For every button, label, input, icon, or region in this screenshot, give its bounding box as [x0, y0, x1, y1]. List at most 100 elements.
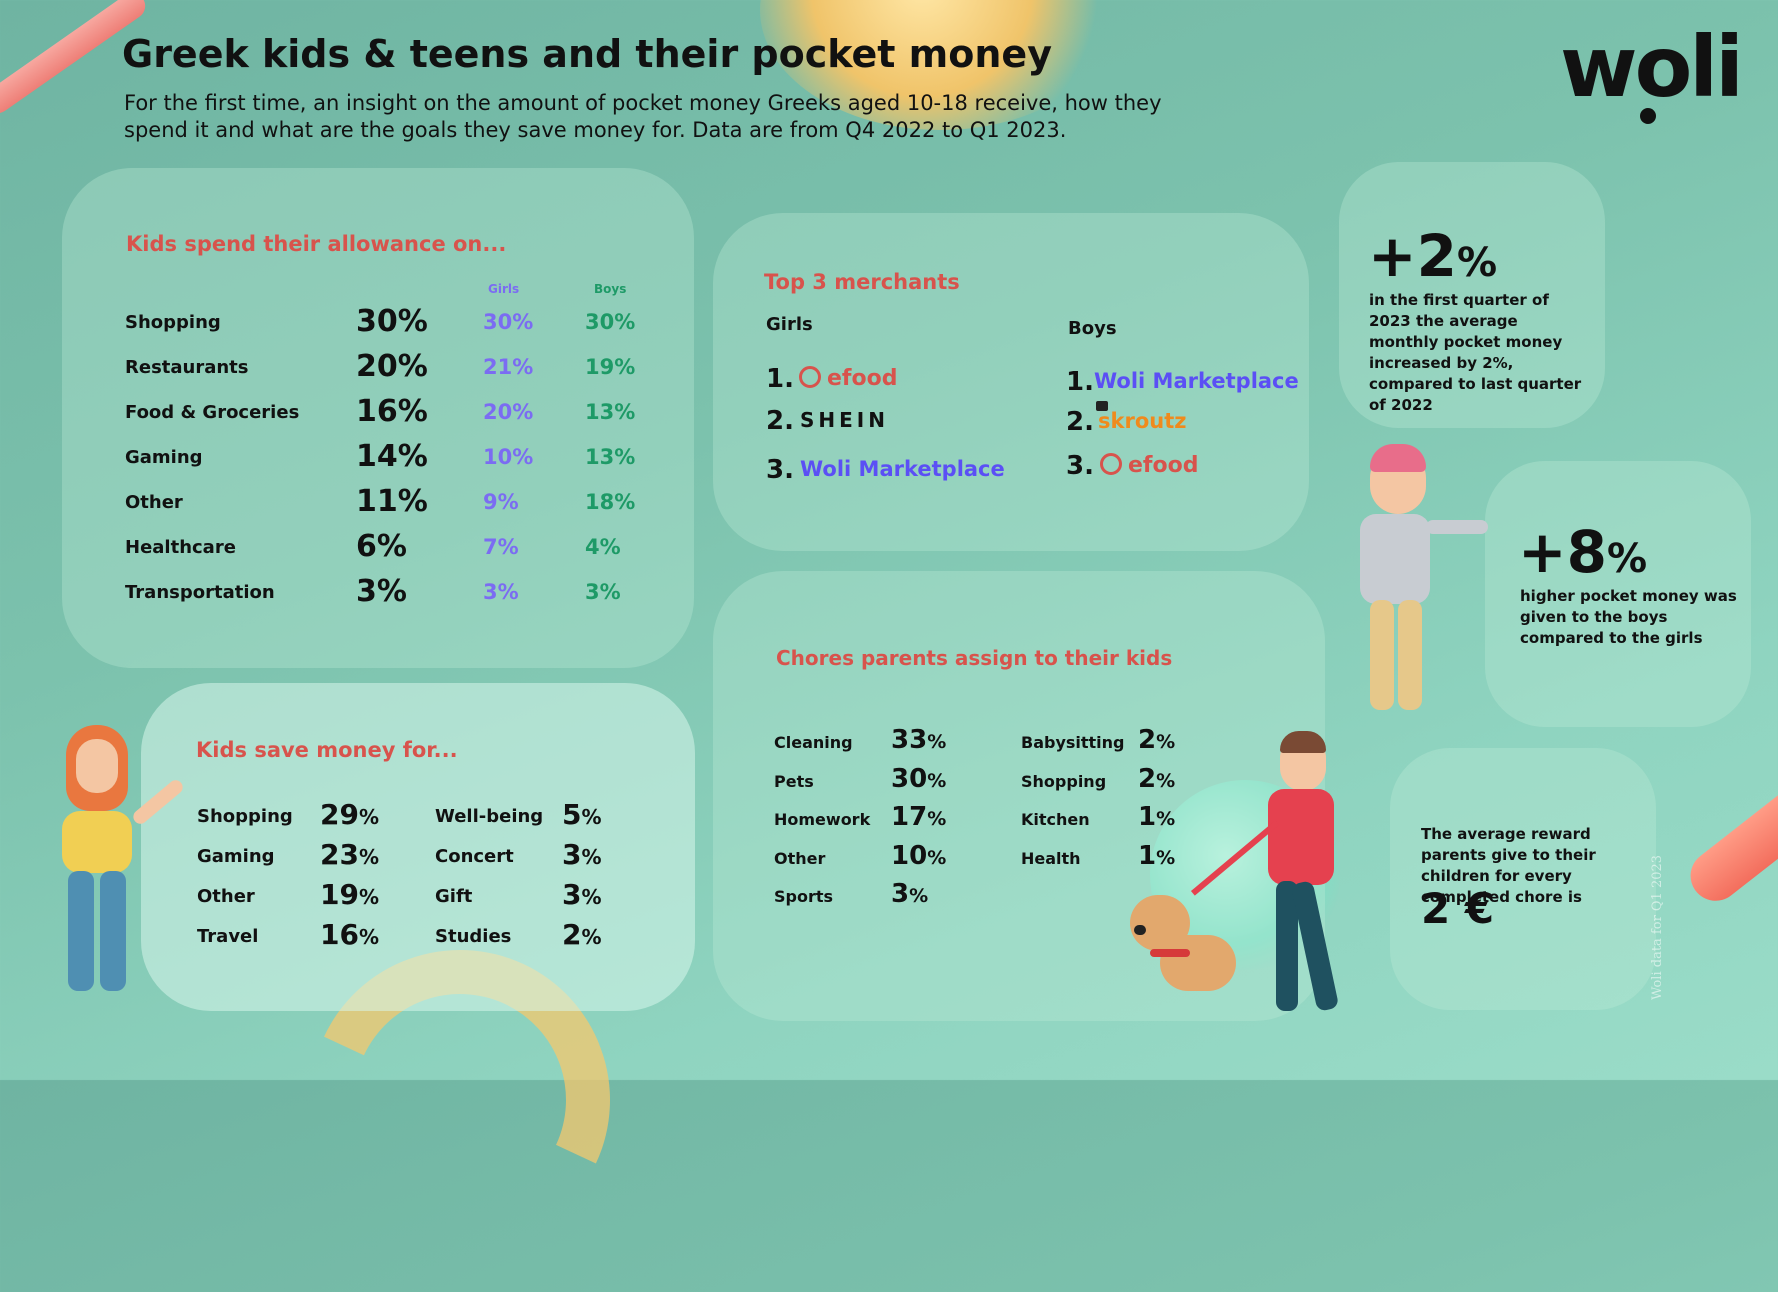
save-row-value: 3%	[562, 878, 602, 911]
merchant-boys-name: skroutz	[1098, 409, 1187, 433]
chore-row-value: 3%	[891, 879, 928, 909]
chore-row-number: 1	[1138, 840, 1157, 871]
q1-increase-number: +2	[1368, 222, 1457, 290]
spend-card	[62, 168, 694, 668]
q1-increase-text: in the first quarter of 2023 the average…	[1369, 291, 1582, 414]
reward-value: 2 €	[1421, 884, 1495, 933]
chore-row-unit: %	[1156, 731, 1176, 753]
save-row-number: 5	[562, 798, 582, 831]
chore-row-label: Homework	[774, 810, 871, 829]
save-row-value: 19%	[320, 878, 379, 911]
spend-row-boys: 30%	[585, 310, 636, 334]
page-title: Greek kids & teens and their pocket mone…	[122, 32, 1052, 76]
spend-row-girls: 30%	[483, 310, 534, 334]
merchant-boys-rank: 3.	[1066, 451, 1094, 481]
merchant-girls-rank: 3.	[766, 455, 794, 485]
q1-increase-unit: %	[1456, 240, 1498, 286]
dog-figure	[1130, 895, 1240, 1005]
spend-row-label: Gaming	[125, 447, 203, 468]
spend-row-girls: 3%	[483, 580, 519, 604]
boys-difference-text: higher pocket money was given to the boy…	[1520, 587, 1737, 647]
spend-row-label: Shopping	[125, 312, 221, 333]
spend-row-label: Restaurants	[125, 357, 249, 378]
source-note: Woli data for Q1 2023	[1650, 854, 1665, 1000]
chore-row-value: 2%	[1138, 764, 1175, 794]
spend-row-boys: 4%	[585, 535, 621, 559]
spend-row-boys: 18%	[585, 490, 636, 514]
boys-difference-unit: %	[1606, 536, 1648, 582]
merchant-boys-name: Woli Marketplace	[1094, 369, 1299, 393]
save-card	[141, 683, 695, 1011]
save-row-unit: %	[581, 845, 602, 869]
save-row-label: Gift	[435, 886, 473, 907]
spend-row-label: Other	[125, 492, 183, 513]
save-row-unit: %	[581, 805, 602, 829]
spend-col-girls: Girls	[488, 282, 520, 296]
q1-increase-card	[1339, 162, 1605, 428]
woli-logo: woli	[1560, 18, 1744, 116]
chore-row-number: 30	[891, 763, 928, 794]
merchant-boys-name: efood	[1128, 453, 1199, 478]
chore-row-value: 1%	[1138, 802, 1175, 832]
chore-row-label: Shopping	[1021, 771, 1107, 791]
chore-row-value: 17%	[891, 802, 946, 832]
merchants-boys-label: Boys	[1068, 318, 1117, 339]
spend-row-total: 20%	[356, 349, 428, 384]
chore-row-number: 17	[891, 802, 928, 832]
skroutz-hat-icon	[1096, 401, 1108, 411]
save-row-number: 19	[320, 878, 359, 911]
save-row-number: 16	[320, 918, 359, 951]
save-row-number: 23	[320, 838, 359, 871]
chore-row-label: Other	[774, 848, 826, 868]
merchants-heading: Top 3 merchants	[764, 270, 960, 294]
spend-row-girls: 10%	[483, 445, 534, 469]
save-row-label: Well-being	[435, 806, 544, 827]
boys-difference-value: +8%	[1518, 518, 1647, 586]
chore-row-unit: %	[927, 846, 947, 869]
spend-row-total: 14%	[356, 439, 428, 474]
chore-row-number: 2	[1138, 763, 1157, 794]
spend-row-total: 6%	[356, 529, 407, 564]
save-row-value: 5%	[562, 798, 602, 831]
save-row-value: 23%	[320, 838, 379, 871]
save-row-label: Concert	[435, 846, 514, 867]
save-row-value: 16%	[320, 918, 379, 951]
spend-row-total: 3%	[356, 574, 407, 609]
boy-leaning-illustration	[1330, 444, 1490, 730]
chore-row-label: Health	[1021, 848, 1081, 868]
merchants-girls-label: Girls	[766, 314, 813, 335]
q1-increase-value: +2%	[1368, 222, 1497, 290]
spend-row-girls: 21%	[483, 355, 534, 379]
merchant-girls-name: efood	[827, 366, 898, 391]
save-row-unit: %	[358, 885, 380, 909]
reward-card	[1390, 748, 1656, 1010]
save-row-label: Gaming	[197, 846, 275, 867]
chore-row-label: Kitchen	[1021, 810, 1090, 829]
page-subtitle: For the first time, an insight on the am…	[124, 91, 1162, 142]
spend-heading: Kids spend their allowance on...	[126, 232, 507, 256]
merchant-girls-rank: 1.	[766, 364, 794, 394]
chore-row-value: 2%	[1138, 725, 1175, 755]
save-row-number: 29	[320, 798, 359, 831]
merchant-girls-rank: 2.	[766, 406, 794, 436]
spend-row-label: Transportation	[125, 582, 275, 603]
spend-row-label: Food & Groceries	[125, 402, 300, 423]
chore-row-unit: %	[1156, 846, 1176, 869]
save-row-unit: %	[358, 925, 380, 949]
chore-row-number: 3	[891, 879, 910, 909]
save-row-label: Other	[197, 886, 255, 907]
efood-icon	[799, 366, 821, 388]
chore-row-value: 10%	[891, 841, 946, 871]
chore-row-value: 30%	[891, 764, 946, 794]
merchant-girls-name: Woli Marketplace	[800, 457, 1005, 481]
coral-tube-decoration	[1680, 779, 1778, 911]
chore-row-label: Pets	[774, 771, 814, 791]
chore-row-number: 10	[891, 840, 928, 871]
chore-row-unit: %	[927, 731, 947, 753]
save-row-number: 2	[562, 918, 582, 951]
save-heading: Kids save money for...	[196, 738, 458, 762]
merchant-girls-name: SHEIN	[800, 408, 889, 432]
chore-row-unit: %	[909, 885, 929, 907]
chore-row-value: 1%	[1138, 841, 1175, 871]
boys-difference-card	[1485, 461, 1751, 727]
